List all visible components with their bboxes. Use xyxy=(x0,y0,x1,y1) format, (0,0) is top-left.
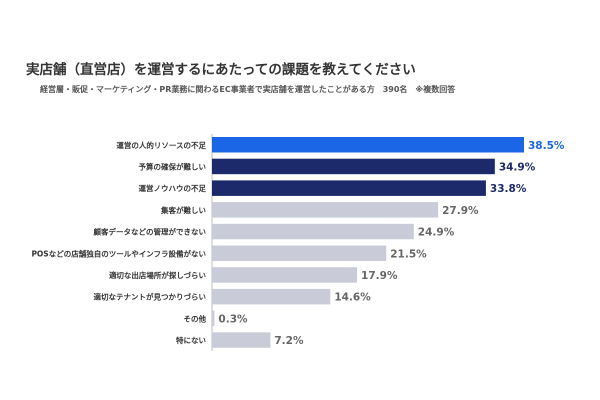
category-label: 特にない xyxy=(176,335,206,345)
category-label: 集客が難しい xyxy=(160,205,206,215)
category-label: 適切な出店場所が探しづらい xyxy=(109,270,207,280)
category-label: 運営ノウハウの不足 xyxy=(139,183,207,193)
bar xyxy=(212,180,486,196)
category-label: POSなどの店舗独自のツールやインフラ設備がない xyxy=(31,248,206,258)
value-label: 33.8% xyxy=(490,183,527,195)
category-label: 顧客データなどの管理ができない xyxy=(94,227,207,237)
bar xyxy=(212,332,271,348)
chart-title: 実店舗（直営店）を運営するにあたっての課題を教えてください xyxy=(26,62,416,78)
bar xyxy=(212,288,331,305)
value-label: 21.5% xyxy=(390,248,427,260)
bar xyxy=(212,158,495,175)
bar xyxy=(212,137,524,153)
category-label: 適切なテナントが見つかりづらい xyxy=(94,292,207,302)
value-label: 27.9% xyxy=(442,205,479,217)
value-label: 0.3% xyxy=(218,313,248,325)
bar xyxy=(212,310,215,327)
bar xyxy=(212,223,414,240)
category-label: 運営の人的リソースの不足 xyxy=(116,140,206,150)
value-label: 34.9% xyxy=(499,161,536,173)
value-label: 14.6% xyxy=(334,292,371,304)
bar xyxy=(212,245,387,261)
bar xyxy=(212,267,358,283)
value-label: 7.2% xyxy=(274,335,304,347)
chart-subtitle: 経営層・販促・マーケティング・PR業務に関わるEC事業者で実店舗を運営したことが… xyxy=(40,85,456,94)
category-label: その他 xyxy=(184,313,207,323)
value-label: 38.5% xyxy=(528,140,565,152)
value-label: 17.9% xyxy=(361,270,398,282)
category-label: 予算の確保が難しい xyxy=(139,161,207,171)
value-label: 24.9% xyxy=(418,227,455,239)
bar xyxy=(212,202,439,218)
